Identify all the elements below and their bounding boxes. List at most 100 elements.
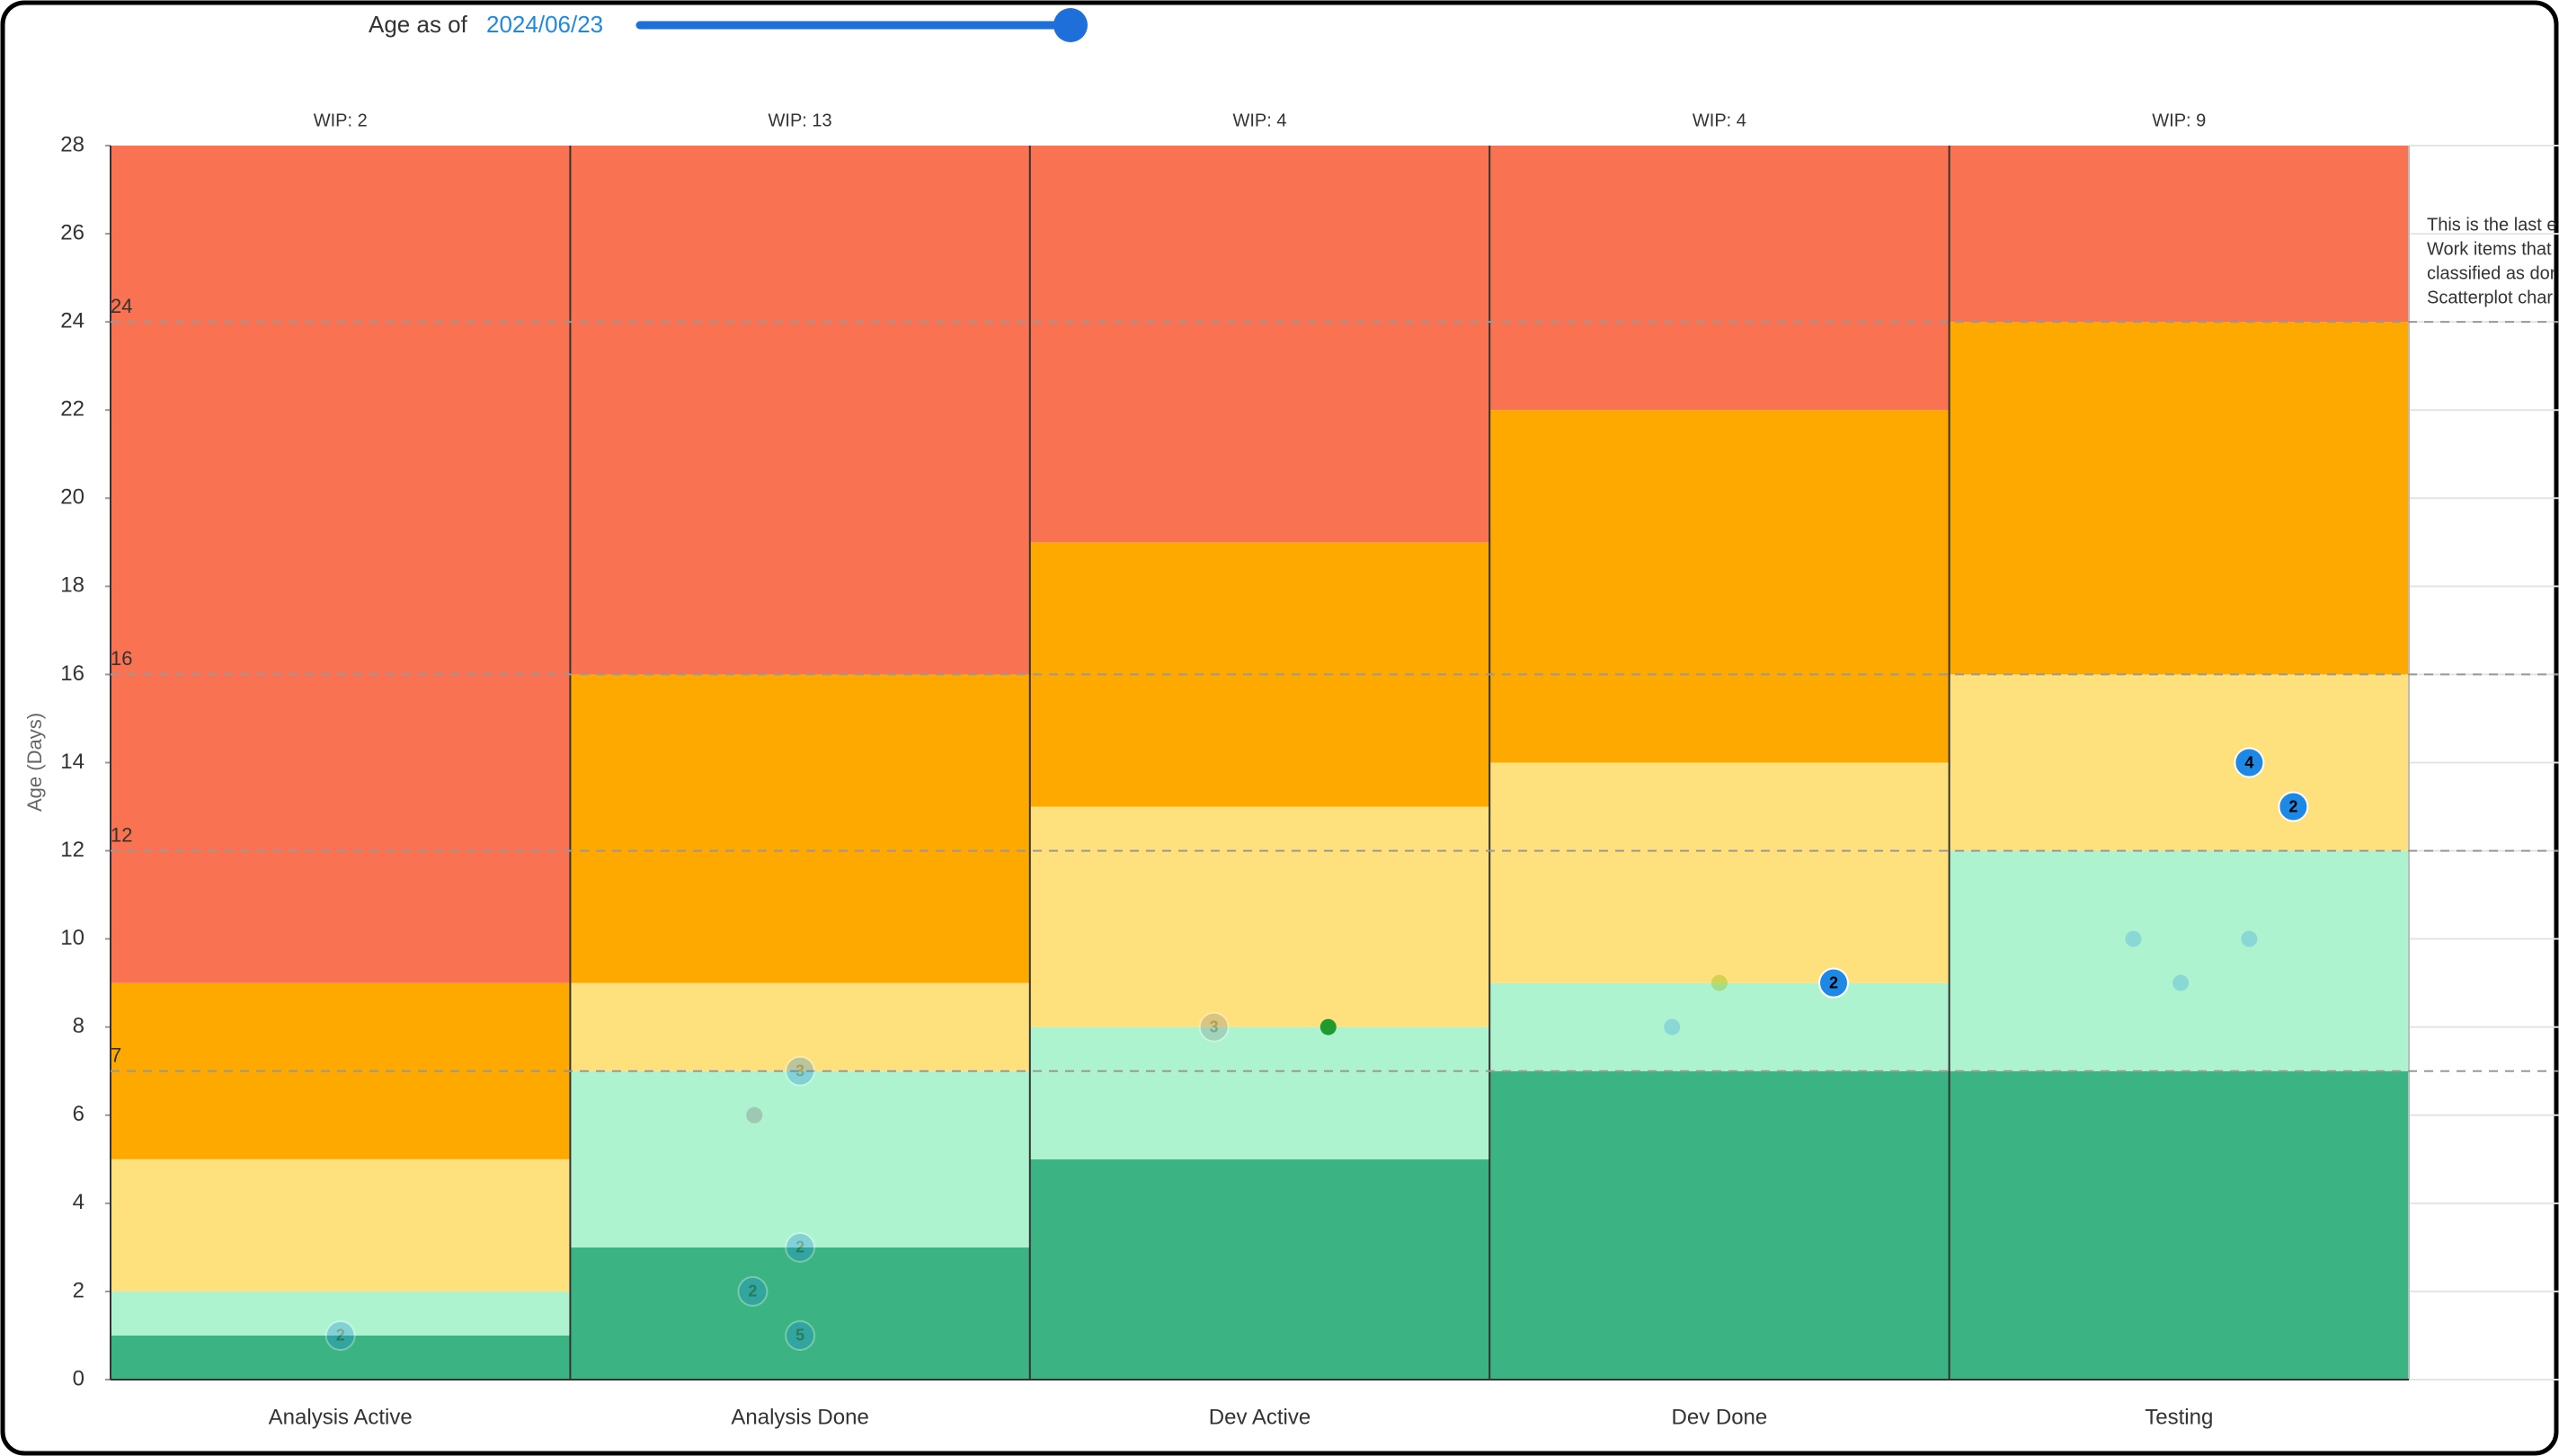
y-tick-label: 28 [60,132,84,156]
work-item-count: 3 [795,1062,804,1080]
y-tick-label: 6 [73,1102,84,1126]
work-item [1319,1018,1337,1035]
percentile-band [1949,850,2409,1071]
note-text: This is the last e [2427,215,2557,235]
work-item: 2 [785,1231,816,1263]
work-item-marker [1664,1018,1681,1035]
work-item-marker [324,1319,356,1351]
wip-label: WIP: 4 [1232,111,1286,130]
percentile-band [1949,322,2409,675]
work-item-marker [2241,930,2258,947]
note-text: Work items that [2427,239,2552,259]
work-item: 3 [785,1055,816,1087]
percentile-band [111,146,571,983]
x-tick-label: Dev Active [1209,1405,1311,1429]
work-item-marker [1817,967,1849,999]
work-item-marker [1710,974,1728,991]
x-tick-label: Dev Done [1672,1405,1768,1429]
work-item [1710,974,1728,991]
percentile-band [1489,982,1950,1071]
wip-label: WIP: 9 [2152,111,2206,130]
x-tick-label: Analysis Done [731,1405,868,1429]
percentile-band [570,674,1030,983]
y-tick-label: 10 [60,926,84,950]
work-item: 4 [2234,747,2265,778]
work-item-count: 2 [336,1327,345,1345]
work-item-count: 5 [795,1327,804,1345]
work-item-marker [785,1319,816,1351]
percentile-band [1029,806,1490,1027]
percentile-band [1029,1159,1490,1380]
percentile-band [1489,146,1950,411]
work-item-count: 2 [2288,797,2297,815]
wip-label: WIP: 13 [769,111,832,130]
y-tick-label: 14 [60,750,84,774]
y-tick-label: 8 [73,1014,84,1038]
work-item-marker [2125,930,2142,947]
percentile-band [1949,146,2409,323]
work-item [2172,974,2190,991]
work-item-marker [2234,747,2265,778]
percentile-band [570,146,1030,675]
work-item: 2 [1817,967,1849,999]
y-tick-label: 26 [60,220,84,244]
percentile-band [1489,410,1950,763]
work-item [1664,1018,1681,1035]
percentile-band [1029,146,1490,543]
y-tick-label: 2 [73,1278,84,1302]
y-axis-label: Age (Days) [23,713,46,812]
slider-date[interactable]: 2024/06/23 [486,11,603,38]
percentile-band [1029,1026,1490,1159]
work-item: 5 [785,1319,816,1351]
y-tick-label: 16 [60,661,84,686]
reference-label: 7 [111,1044,121,1067]
reference-label: 16 [111,647,132,670]
percentile-band [1489,762,1950,983]
y-tick-label: 4 [73,1190,84,1214]
percentile-band [111,1159,571,1292]
y-tick-label: 18 [60,573,84,598]
work-item-marker [737,1275,769,1307]
work-item-count: 2 [795,1238,804,1256]
work-item [746,1106,763,1123]
work-item-marker [746,1106,763,1123]
work-item [2241,930,2258,947]
work-item-marker [2172,974,2190,991]
work-item-marker [2278,791,2309,822]
work-item-marker [785,1231,816,1263]
percentile-band [111,1335,571,1380]
work-item: 3 [1198,1011,1230,1043]
y-tick-label: 12 [60,838,84,862]
percentile-band [1949,674,2409,851]
percentile-band [570,982,1030,1071]
work-item-marker [785,1055,816,1087]
wip-label: WIP: 4 [1693,111,1746,130]
work-item: 2 [2278,791,2309,822]
y-tick-label: 22 [60,397,84,422]
reference-label: 12 [111,823,132,846]
work-item-count: 3 [1210,1017,1219,1035]
work-item-count: 2 [1829,973,1838,991]
plot: 02468101214161820222426282416127Analysis… [23,111,2559,1429]
work-item-marker [1319,1018,1337,1035]
percentile-band [1489,1070,1950,1380]
reference-label: 24 [111,295,132,317]
note-text: Scatterplot char [2427,288,2553,307]
work-item: 2 [737,1275,769,1307]
percentile-band [1949,1070,2409,1380]
percentile-band [570,1070,1030,1247]
wip-label: WIP: 2 [314,111,368,130]
y-tick-label: 0 [73,1366,84,1390]
percentile-band [570,1247,1030,1380]
work-item [2125,930,2142,947]
note-text: classified as dor [2427,263,2556,283]
work-item-count: 4 [2244,753,2253,771]
slider-knob[interactable] [1053,8,1088,42]
work-item: 2 [324,1319,356,1351]
work-item-count: 2 [748,1283,757,1301]
x-tick-label: Analysis Active [269,1405,413,1429]
y-tick-label: 24 [60,308,84,333]
percentile-band [111,1291,571,1336]
